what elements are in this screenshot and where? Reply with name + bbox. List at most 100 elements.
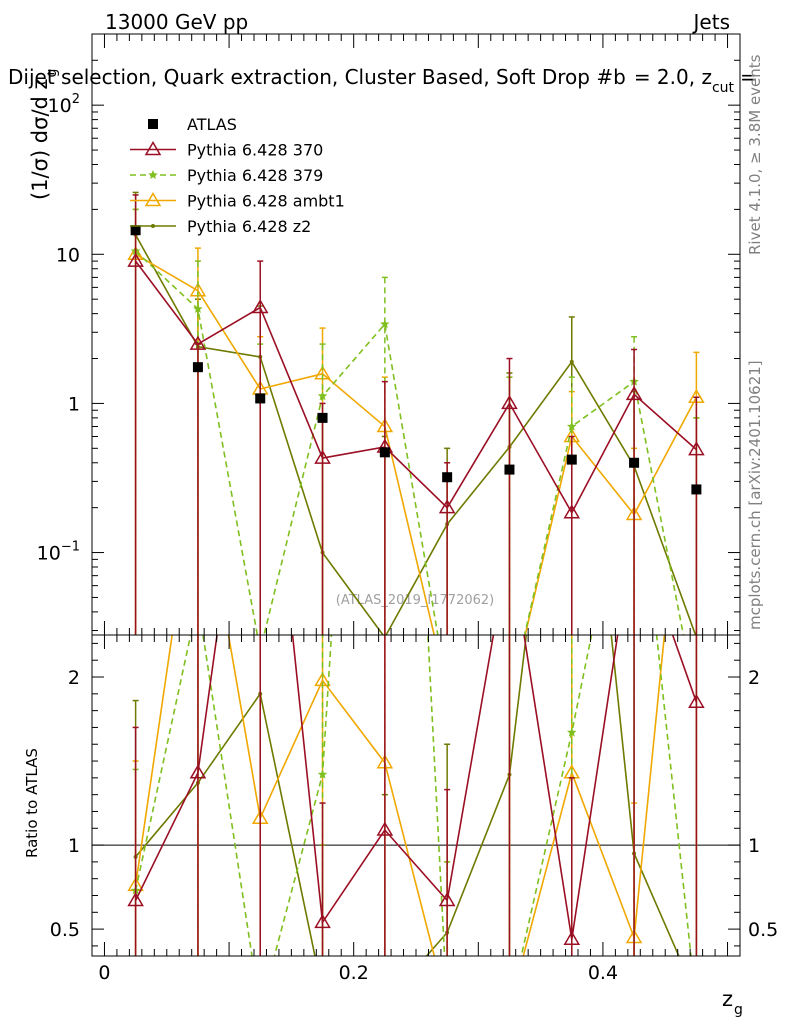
main-ylabel-text: (1/σ) dσ/d z [28,78,52,200]
ratio-ytick-label: 1 [68,835,80,857]
legend-label-data: ATLAS [187,115,237,134]
marker-p370 [501,394,518,410]
line-ambt1 [135,253,698,635]
legend-item-ambt1: Pythia 6.428 ambt1 [130,192,345,211]
data-point [691,484,702,495]
legend-item-p370: Pythia 6.428 370 [130,141,323,160]
ratio-marker-p370 [563,930,581,945]
legend-marker-ambt1 [144,192,162,207]
legend-item-data: ATLAS [148,115,237,134]
rivet-label: Rivet 4.1.0, ≥ 3.8M events [746,54,764,255]
data-point [629,457,640,468]
main-ytick-label: 10 [56,244,80,266]
main-ytick-base: 10 [48,95,72,117]
xtick-label: 0.2 [339,962,369,984]
ratio-line-p370 [134,635,698,940]
legend-item-p379: Pythia 6.428 379 [130,166,323,185]
ratio-ytick-label-right: 1 [748,835,760,857]
ratio-line-z2 [134,635,680,956]
marker-z2 [569,359,574,364]
main-ytick-base: 10 [37,543,61,565]
legend-marker-z2 [151,224,155,228]
marker-p379 [380,319,390,329]
ratio-line-p379 [134,635,692,956]
mcplots-label: mcplots.cern.ch [arXiv:2401.10621] [746,360,764,630]
marker-p370 [189,335,207,350]
data-point [255,393,266,404]
selection-sub: cut [712,80,735,96]
main-ytick-exponent: 2 [72,92,80,107]
legend-item-z2: Pythia 6.428 z2 [130,217,311,236]
selection-main: Dijet selection, Quark extraction, Clust… [8,65,613,89]
marker-p370 [438,499,456,514]
ratio-marker-p370 [438,892,456,907]
main-ytick-exponent: −1 [61,540,80,555]
marker-p379 [317,391,328,401]
marker-p370 [127,252,144,267]
legend-marker-p370 [144,141,162,156]
marker-p370 [314,449,331,464]
xlabel-text: z [722,987,733,1011]
legend-label-z2: Pythia 6.428 z2 [187,217,311,236]
data-point [317,412,328,423]
main-plot-area [127,191,705,635]
data-point [379,447,390,458]
ratio-marker-p370 [376,821,394,836]
marker-p370 [563,504,581,519]
category-label: Jets [692,10,730,34]
data-point [504,464,515,475]
legend-marker-p379 [148,170,158,179]
main-ylabel: (1/σ) dσ/d zg [28,69,60,200]
xtick-label: 0 [98,962,110,984]
ratio-marker-p379 [567,727,577,737]
marker-p370 [251,298,269,314]
data-point [442,472,453,483]
data-point [566,454,577,465]
selection-title: Dijet selection, Quark extraction, Clust… [8,65,757,96]
legend-label-p379: Pythia 6.428 379 [187,166,323,185]
data-point [130,225,141,236]
main-ytick-label: 102 [48,92,80,117]
series-p370 [127,194,705,635]
main-ytick-base: 1 [68,393,80,415]
xtick-label: 0.4 [588,962,618,984]
xlabel: zg [722,987,743,1018]
legend: ATLAS Pythia 6.428 370 Pythia 6.428 379 Pyt… [130,115,345,236]
energy-label: 13000 GeV pp [105,10,248,34]
ratio-marker-p370 [127,892,144,907]
xlabel-sub: g [734,1002,743,1018]
selection-beta: b [613,65,626,89]
ratio-marker-p370 [314,913,331,929]
marker-p379 [193,303,203,313]
line-p379 [135,250,685,635]
line-z2 [134,234,697,635]
main-ytick-label: 10−1 [37,540,80,565]
main-ytick-base: 10 [56,244,80,266]
main-ylabel-sub: g [44,69,60,78]
legend-label-p370: Pythia 6.428 370 [187,141,323,160]
ratio-ytick-label: 0.5 [50,919,80,941]
ratio-ytick-label-right: 2 [748,667,760,689]
marker-p370 [688,441,705,456]
ratio-marker-p370 [688,693,705,708]
marker-p370 [625,385,643,401]
ratio-marker-p370 [189,764,207,779]
line-p370 [134,260,697,515]
main-ytick-label: 1 [68,393,80,415]
legend-marker-data [148,119,158,129]
legend-label-ambt1: Pythia 6.428 ambt1 [187,192,345,211]
ratio-ytick-label-right: 0.5 [748,919,778,941]
ratio-ylabel: Ratio to ATLAS [23,748,41,858]
series-data [130,225,702,495]
ratio-series-p370 [127,635,705,956]
ratio-marker-p379 [317,769,328,779]
analysis-tag: (ATLAS_2019_I1772062) [336,593,494,608]
selection-tail: = 2.0, z [634,65,712,89]
selection-end: = [740,65,757,89]
data-point [192,362,203,373]
marker-p379 [567,421,577,431]
ratio-ytick-label: 2 [68,667,80,689]
